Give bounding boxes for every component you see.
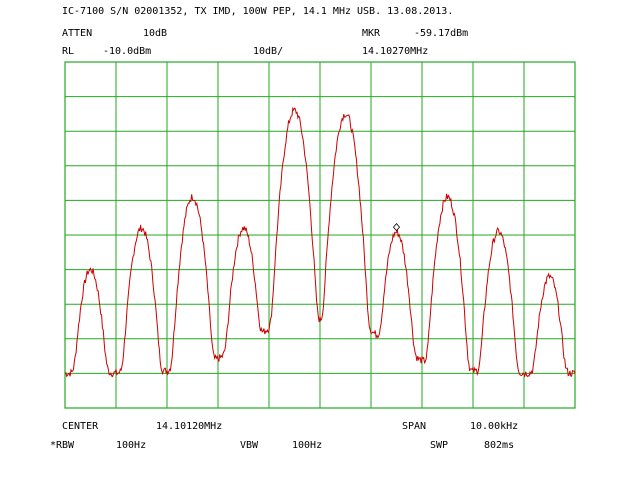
sweep-label: SWP [430, 440, 449, 451]
vbw-label: VBW [240, 440, 259, 451]
sweep-value: 802ms [484, 440, 515, 451]
marker-frequency: 14.10270MHz [362, 46, 429, 57]
marker-diamond [392, 223, 401, 232]
grid-lines [65, 62, 575, 408]
center-label: CENTER [62, 421, 99, 432]
title: IC-7100 S/N 02001352, TX IMD, 100W PEP, … [62, 6, 454, 17]
ref-level-value: -10.0dBm [103, 46, 152, 57]
span-value: 10.00kHz [470, 421, 519, 432]
span-label: SPAN [402, 421, 427, 432]
rbw-value: 100Hz [116, 440, 147, 451]
marker-level: -59.17dBm [414, 28, 469, 39]
center-frequency: 14.10120MHz [156, 421, 223, 432]
ref-level-label: RL [62, 46, 75, 57]
marker-label: MKR [362, 28, 381, 39]
spectrum-trace [64, 106, 576, 378]
atten-label: ATTEN [62, 28, 93, 39]
atten-value: 10dB [143, 28, 168, 39]
scale-value: 10dB/ [253, 46, 284, 57]
vbw-value: 100Hz [292, 440, 323, 451]
rbw-label: *RBW [50, 440, 75, 451]
